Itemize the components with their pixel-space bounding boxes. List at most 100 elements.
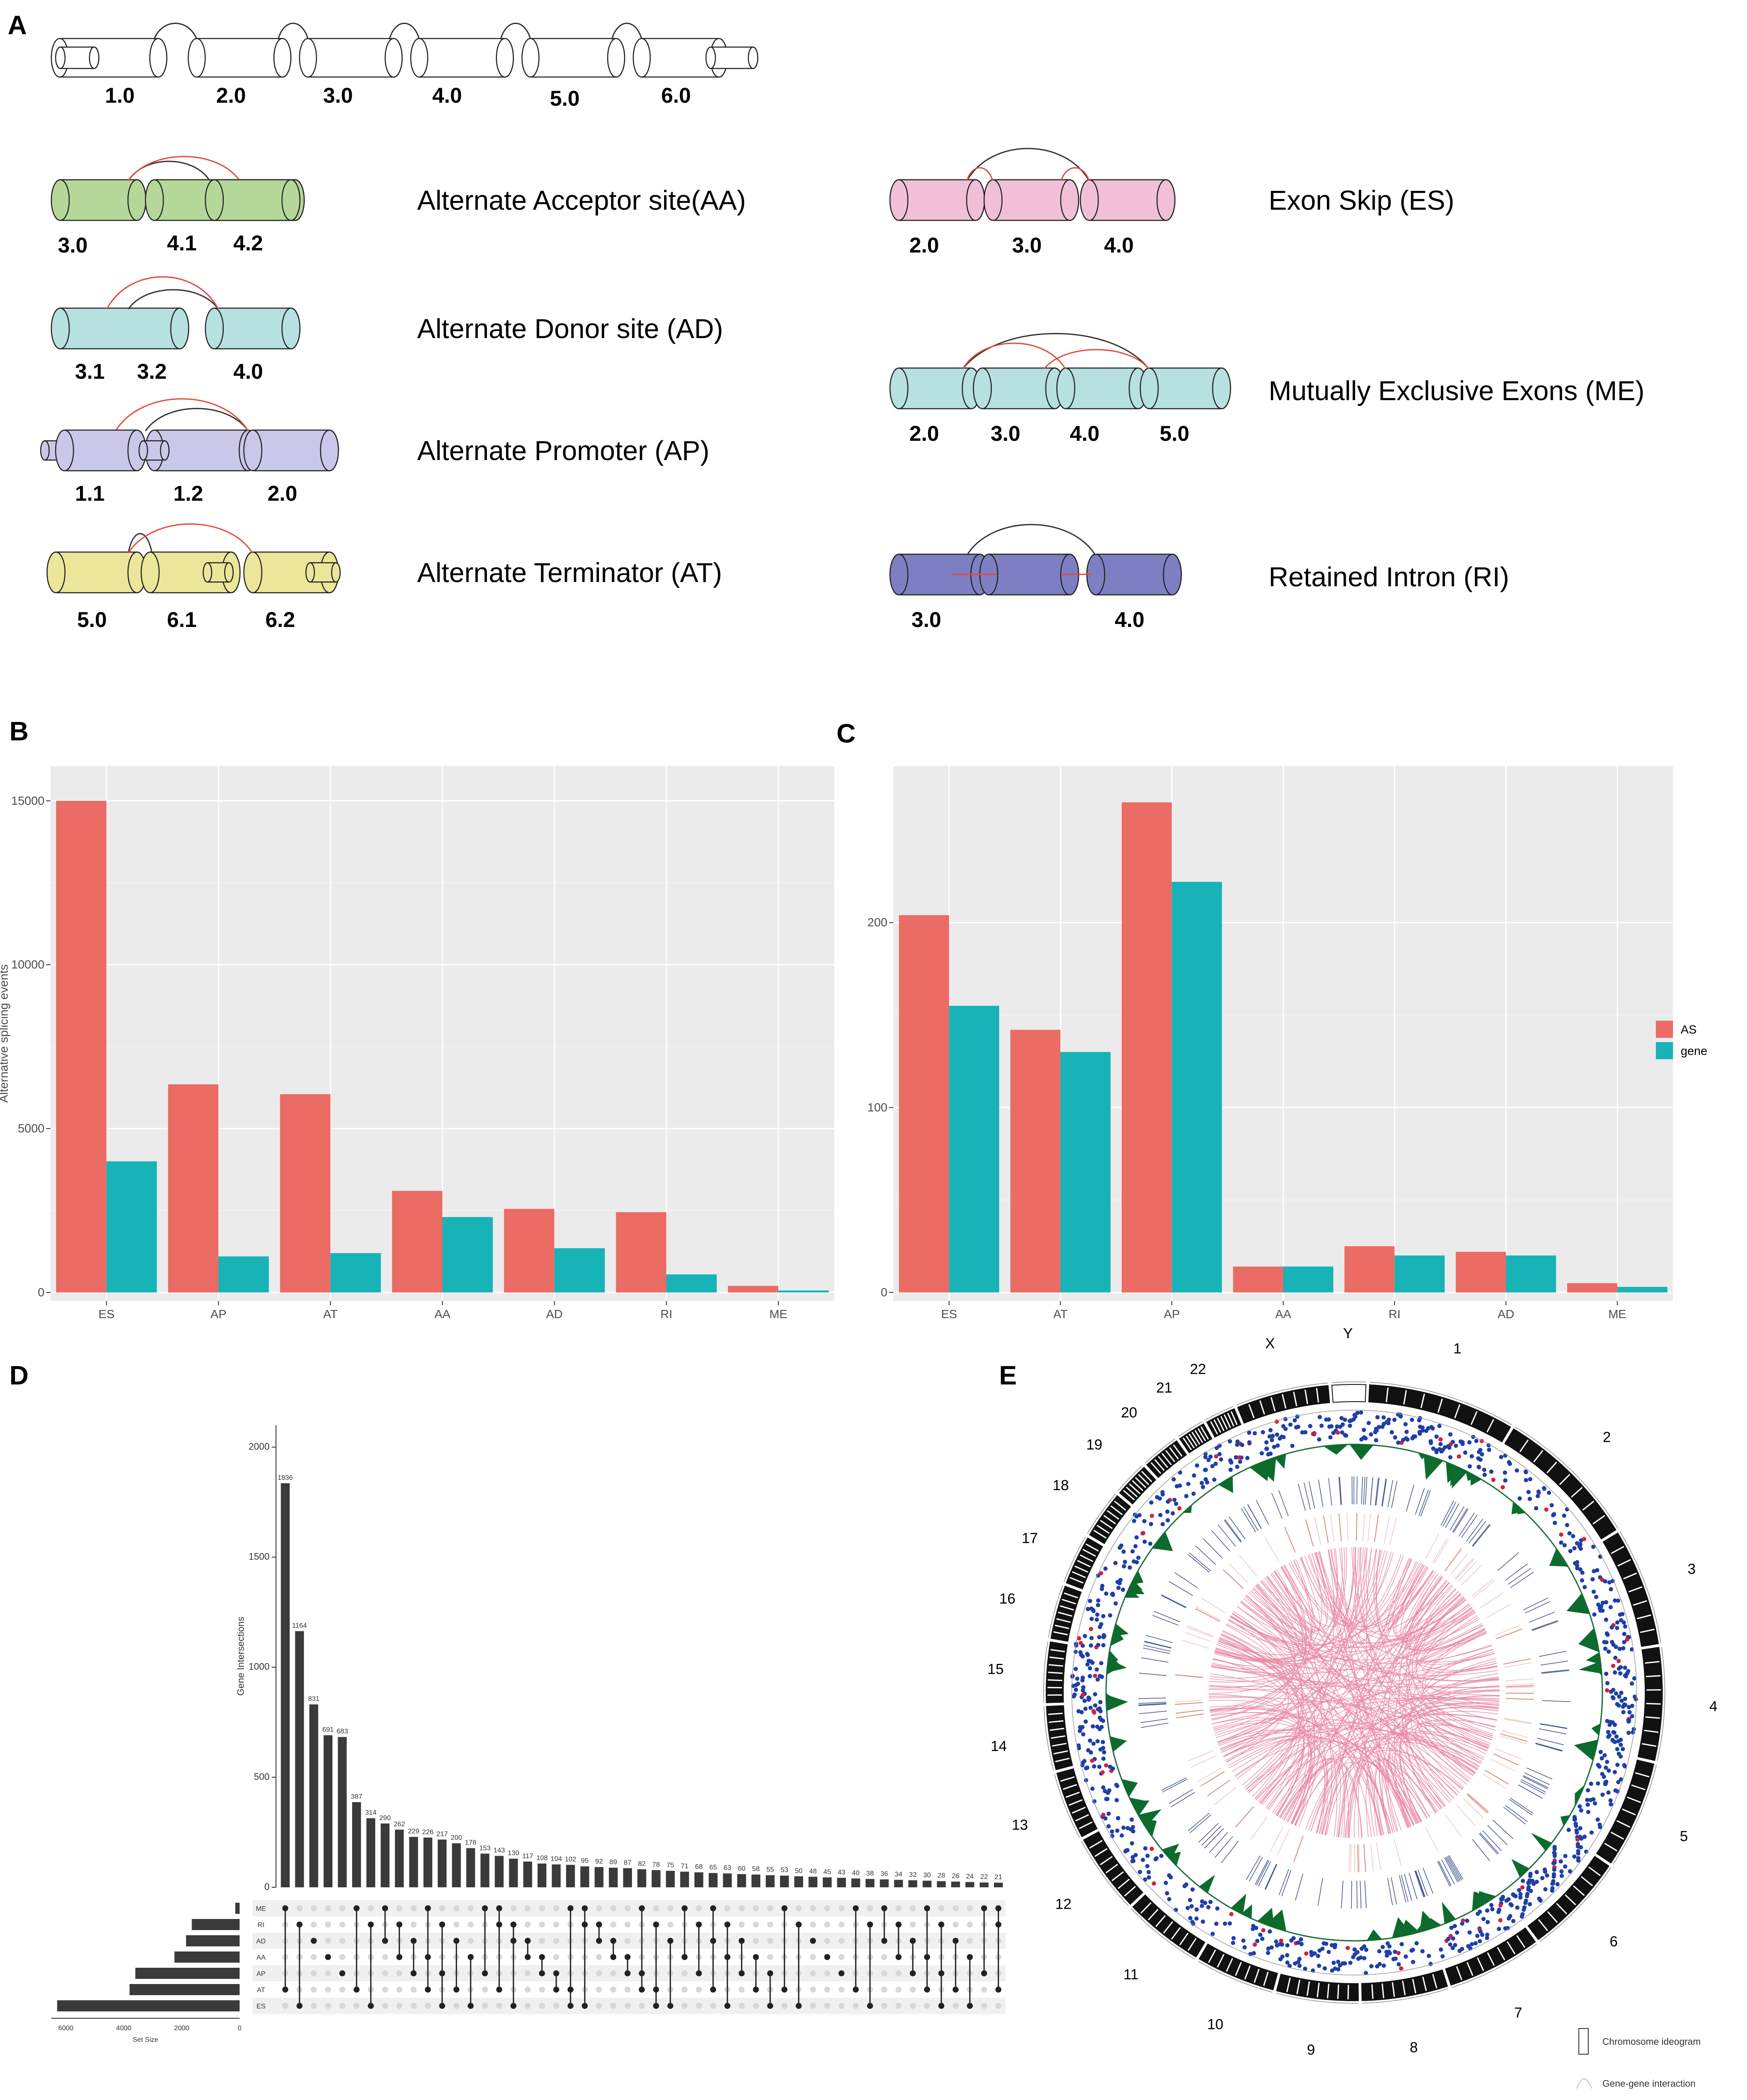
snp-point [1563, 1853, 1568, 1858]
matrix-dot-inactive [867, 1905, 873, 1911]
snp-point [1103, 1816, 1108, 1821]
expression-line [1293, 1836, 1304, 1862]
snp-point [1518, 1895, 1523, 1900]
snp-point [1317, 1963, 1321, 1968]
y-tick-label: 15000 [11, 794, 44, 807]
chromosome-band [1231, 1411, 1238, 1425]
snp-point [1214, 1454, 1219, 1459]
event-exon-number: 3.1 [75, 359, 105, 383]
snp-point [1290, 1444, 1295, 1448]
event-exon [50, 179, 147, 221]
gene-label-tick [1225, 1519, 1242, 1542]
scale-ring [1370, 1382, 1512, 1426]
matrix-dot-active [325, 1954, 331, 1960]
gene-structure-junction [500, 23, 531, 40]
gene-gene-link [1423, 1705, 1499, 1752]
gene-gene-link [1231, 1613, 1315, 1826]
snp-point [1366, 1421, 1371, 1426]
expression-line [1484, 1770, 1509, 1785]
gene-gene-link [1338, 1731, 1490, 1838]
snp-point [1526, 1490, 1531, 1494]
snp-point [1591, 1545, 1596, 1549]
snp-point [1442, 1445, 1447, 1450]
snp-point [1080, 1654, 1085, 1659]
expression-line [1504, 1662, 1532, 1668]
gene-label-tick [1480, 1832, 1499, 1854]
snp-point [1104, 1591, 1109, 1596]
expression-line [1432, 1538, 1447, 1563]
intersection-bar [751, 1874, 760, 1887]
snp-point [1467, 1440, 1472, 1445]
intersection-bar [994, 1883, 1003, 1887]
chromosome-band [1420, 1393, 1425, 1408]
snp-point [1446, 1937, 1450, 1941]
chromosome-band [1573, 1885, 1585, 1896]
bar-gene [218, 1256, 269, 1292]
gene-label-tick [1518, 1784, 1543, 1799]
matrix-dot-inactive [339, 1922, 345, 1928]
intersection-bar [922, 1880, 931, 1887]
chromosome-label: 10 [1207, 2017, 1223, 2033]
snp-point [1172, 1497, 1177, 1502]
gene-label-tick [1265, 1864, 1278, 1890]
gene-gene-link [1266, 1573, 1312, 1634]
density-peak [1392, 1917, 1412, 1938]
snp-point [1169, 1875, 1173, 1880]
snp-point [1613, 1598, 1617, 1603]
gene-gene-link [1283, 1577, 1443, 1820]
exon-cap [170, 307, 190, 350]
snp-point [1110, 1834, 1115, 1839]
chromosome-band [1559, 1473, 1570, 1485]
snp-point [1567, 1531, 1572, 1536]
snp-point [1101, 1746, 1106, 1750]
y-tick-label: 100 [867, 1101, 887, 1114]
density-peak [1138, 1809, 1162, 1827]
chromosome-band [1581, 1876, 1593, 1886]
chromosome-band [1385, 1387, 1389, 1402]
snp-point [1512, 1893, 1516, 1898]
snp-point [1303, 1430, 1308, 1435]
bar-gene [1506, 1255, 1556, 1292]
exon-cap [273, 38, 292, 78]
matrix-dot-inactive [624, 1987, 631, 1993]
gene-label-tick [1189, 1552, 1211, 1571]
snp-point [1234, 1455, 1238, 1460]
chromosome-band [1546, 1461, 1557, 1473]
snp-point [1517, 1496, 1522, 1501]
matrix-dot-inactive [667, 1905, 673, 1911]
expression-line [1228, 1563, 1249, 1584]
chromosome-band [1132, 1480, 1144, 1491]
snp-point [1482, 1473, 1487, 1477]
chromosome-band [1185, 1435, 1195, 1449]
chromosome-band [1072, 1571, 1086, 1578]
expression-line [1506, 1685, 1534, 1687]
snp-point [1617, 1646, 1622, 1651]
snp-point [1113, 1561, 1118, 1565]
event-label: Alternate Promoter (AP) [417, 435, 709, 466]
expression-line [1444, 1548, 1462, 1571]
chromosome-band [1059, 1605, 1074, 1611]
matrix-dot-inactive [311, 1970, 317, 1976]
intersection-value: 217 [436, 1830, 448, 1838]
exon-front-edge [60, 179, 70, 221]
matrix-dot-inactive [824, 1970, 830, 1976]
snp-point [1188, 1916, 1192, 1921]
matrix-dot-inactive [610, 1970, 617, 1976]
chromosome-band [1592, 1515, 1605, 1525]
event-exon-number: 5.0 [77, 608, 107, 632]
matrix-dot-inactive [610, 2003, 617, 2009]
intersection-value: 95 [581, 1857, 589, 1865]
snp-point [1293, 1961, 1297, 1966]
snp-point [1272, 1444, 1276, 1449]
event-exon-number: 4.1 [167, 231, 197, 255]
matrix-dot-inactive [539, 1987, 545, 1993]
exon-body [50, 307, 190, 350]
snp-point [1336, 1967, 1341, 1972]
exon-cap [495, 38, 514, 78]
matrix-dot-inactive [838, 1954, 845, 1960]
matrix-dot-inactive [810, 1970, 816, 1976]
gene-label-tick [1535, 1743, 1563, 1752]
snp-point [1606, 1649, 1611, 1654]
matrix-dot-inactive [639, 2003, 645, 2009]
